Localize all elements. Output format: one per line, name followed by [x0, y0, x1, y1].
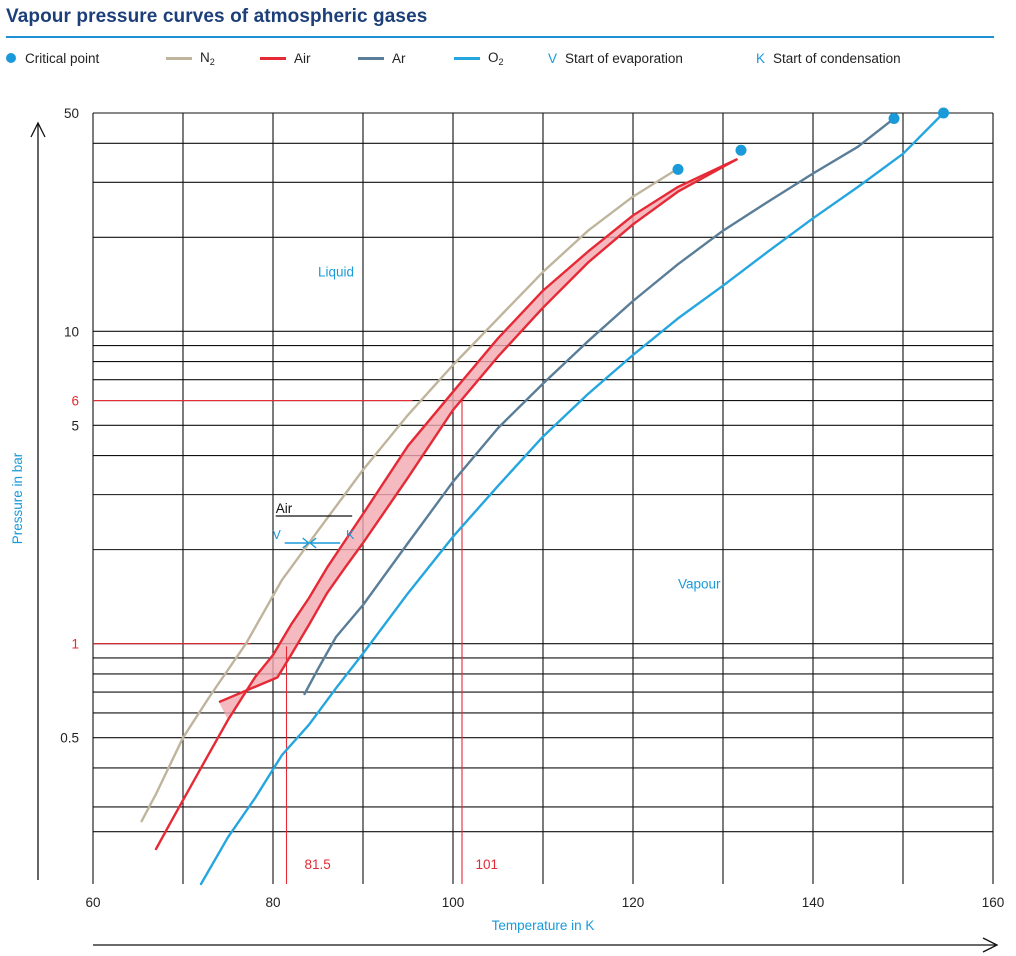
ar-line-icon	[358, 56, 384, 60]
legend-label-o2: O2	[488, 49, 504, 67]
series-line-o2	[199, 111, 945, 886]
title-rule	[6, 36, 994, 38]
legend-label-critical-point: Critical point	[25, 50, 100, 66]
y-tick-label: 50	[64, 106, 79, 121]
air-band-base	[218, 676, 278, 704]
legend-item-ar: Ar	[358, 48, 406, 68]
annotation-label: 101	[476, 857, 499, 872]
critical-point-marker	[938, 107, 949, 119]
y-tick-label: 6	[71, 394, 79, 409]
x-axis-label: Temperature in K	[492, 918, 595, 933]
annotation-label: Vapour	[678, 577, 721, 592]
annotation-label: Liquid	[318, 264, 354, 279]
x-tick-label: 60	[85, 895, 100, 910]
air-marker-v-arrowhead	[302, 537, 310, 549]
legend-item-critical-point: Critical point	[6, 48, 99, 68]
x-axis-arrow-head	[982, 937, 999, 953]
o2-line-icon	[454, 56, 480, 60]
annotation-label: 81.5	[305, 857, 331, 872]
air-marker-k-label: K	[346, 528, 355, 542]
x-tick-label: 80	[265, 895, 280, 910]
series-line-ar	[303, 117, 896, 696]
x-tick-label: 160	[982, 895, 1005, 910]
x-tick-label: 100	[442, 895, 465, 910]
air-marker-label: Air	[276, 501, 293, 516]
x-tick-label: 140	[802, 895, 825, 910]
legend-label-air: Air	[294, 50, 311, 66]
x-tick-label: 120	[622, 895, 645, 910]
y-tick-label: 5	[71, 418, 79, 433]
critical-point-marker	[888, 113, 900, 125]
critical-point-marker	[672, 163, 684, 175]
evaporation-v-icon: V	[548, 50, 558, 66]
condensation-k-icon: K	[756, 50, 766, 66]
air-marker-v-label: V	[273, 528, 282, 542]
legend-item-air: Air	[260, 48, 311, 68]
page-title: Vapour pressure curves of atmospheric ga…	[6, 6, 428, 27]
critical-point-marker	[735, 144, 747, 156]
y-axis-arrow-head	[30, 121, 46, 138]
series-line-n2	[140, 170, 675, 823]
y-axis-label: Pressure in bar	[10, 452, 25, 544]
critical-point-dot-icon	[6, 53, 16, 63]
n2-line-icon	[166, 56, 192, 60]
legend-label-ar: Ar	[392, 50, 406, 66]
y-tick-label: 1	[71, 637, 79, 652]
legend-label-evaporation: Start of evaporation	[565, 50, 683, 66]
legend: Critical point N2 Air Ar O2 V Start of e…	[6, 48, 1010, 68]
legend-item-condensation: K Start of condensation	[756, 48, 901, 68]
series-line-air_cond	[276, 158, 738, 679]
air-marker-k-arrowhead	[309, 537, 317, 549]
y-tick-label: 10	[64, 324, 79, 339]
air-band-area	[219, 159, 737, 720]
legend-label-n2: N2	[200, 49, 215, 67]
series-line-air_evap	[154, 158, 738, 851]
legend-item-evaporation: V Start of evaporation	[548, 48, 683, 68]
air-line-icon	[260, 56, 286, 60]
legend-label-condensation: Start of condensation	[773, 50, 901, 66]
legend-item-n2: N2	[166, 48, 215, 68]
y-tick-label: 0.5	[60, 731, 79, 746]
legend-item-o2: O2	[454, 48, 504, 68]
